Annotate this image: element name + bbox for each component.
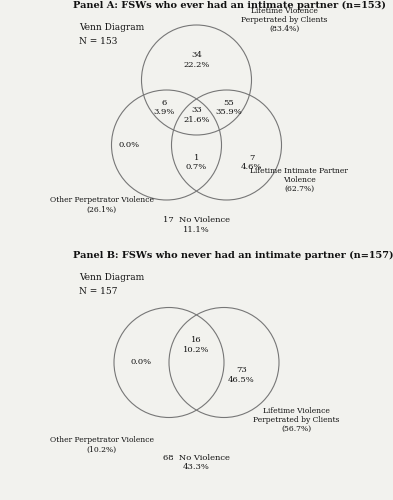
Text: 17  No Violence
11.1%: 17 No Violence 11.1% — [163, 216, 230, 234]
Text: 1
0.7%: 1 0.7% — [186, 154, 207, 171]
Text: 0.0%: 0.0% — [131, 358, 152, 366]
Text: Lifetime Violence
Perpetrated by Clients
(83.4%): Lifetime Violence Perpetrated by Clients… — [241, 7, 327, 33]
Text: Other Perpetrator Violence
(26.1%): Other Perpetrator Violence (26.1%) — [50, 196, 154, 214]
Text: N = 157: N = 157 — [79, 288, 118, 296]
Text: Other Perpetrator Violence
(10.2%): Other Perpetrator Violence (10.2%) — [50, 436, 154, 454]
Text: Panel A: FSWs who ever had an intimate partner (n=153): Panel A: FSWs who ever had an intimate p… — [73, 1, 386, 11]
Text: 68  No Violence
43.3%: 68 No Violence 43.3% — [163, 454, 230, 471]
Text: Venn Diagram: Venn Diagram — [79, 22, 144, 32]
Text: Lifetime Intimate Partner
Violence
(62.7%): Lifetime Intimate Partner Violence (62.7… — [250, 167, 348, 193]
Text: 16
10.2%: 16 10.2% — [183, 336, 210, 353]
Text: Lifetime Violence
Perpetrated by Clients
(56.7%): Lifetime Violence Perpetrated by Clients… — [253, 407, 340, 433]
Text: N = 153: N = 153 — [79, 38, 118, 46]
Text: 34
22.2%: 34 22.2% — [183, 52, 210, 68]
Text: Venn Diagram: Venn Diagram — [79, 272, 144, 281]
Text: Panel B: FSWs who never had an intimate partner (n=157): Panel B: FSWs who never had an intimate … — [73, 252, 393, 260]
Text: 33
21.6%: 33 21.6% — [183, 106, 210, 124]
Text: 6
3.9%: 6 3.9% — [153, 99, 174, 116]
Text: 55
35.9%: 55 35.9% — [216, 99, 242, 116]
Text: 73
46.5%: 73 46.5% — [228, 366, 255, 384]
Text: 7
4.6%: 7 4.6% — [241, 154, 262, 171]
Text: 0.0%: 0.0% — [118, 141, 140, 149]
